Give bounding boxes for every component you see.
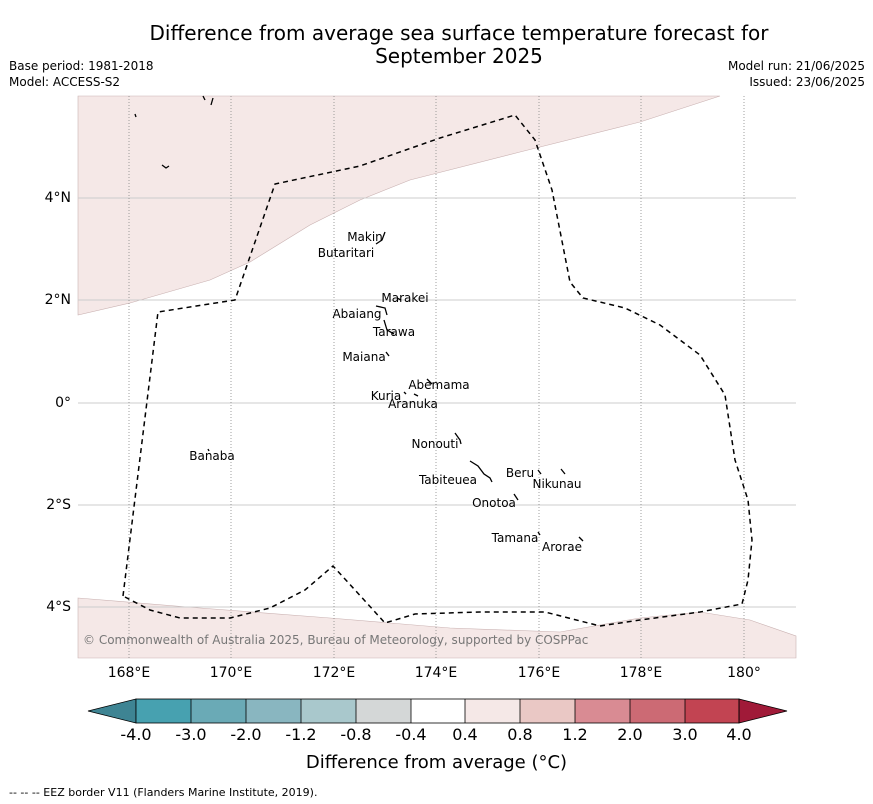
- map-title: Difference from average sea surface temp…: [100, 22, 818, 68]
- island-label-butaritari: Butaritari: [317, 246, 375, 260]
- island-label-banaba: Banaba: [189, 449, 235, 463]
- lon-label-168e: 168°E: [107, 665, 151, 681]
- island-label-tarawa: Tarawa: [372, 325, 416, 339]
- lat-label-4s: 4°S: [46, 599, 71, 615]
- base-period: Base period: 1981-2018: [9, 59, 154, 73]
- colorbar-tick-5: -0.8: [340, 725, 372, 744]
- island-label-abaiang: Abaiang: [332, 307, 382, 321]
- lon-label-174e: 174°E: [414, 665, 458, 681]
- colorbar-tick-11: 3.0: [672, 725, 698, 744]
- island-label-aranuka: Aranuka: [388, 397, 438, 411]
- colorbar-tick-9: 1.2: [562, 725, 588, 744]
- colorbar-segment-9: [575, 699, 630, 723]
- island-label-arorae: Arorae: [542, 540, 582, 554]
- colorbar-segment-3: [246, 699, 301, 723]
- colorbar-tick-4: -1.2: [285, 725, 317, 744]
- island-label-abemama: Abemama: [408, 378, 470, 392]
- model-info: Base period: 1981-2018 Model: ACCESS-S2: [9, 58, 154, 90]
- colorbar-segment-5: [356, 699, 411, 723]
- colorbar-tick-2: -3.0: [175, 725, 207, 744]
- map-title-line-2: September 2025: [375, 44, 543, 68]
- colorbar-label-text: Difference from average (: [305, 752, 539, 773]
- colorbar-segment-7: [465, 699, 520, 723]
- colorbar: [87, 698, 788, 724]
- island-label-beru: Beru: [505, 466, 535, 480]
- colorbar-label-end: ): [560, 752, 568, 773]
- colorbar-low-extension: [87, 698, 137, 724]
- colorbar-tick-3: -2.0: [230, 725, 262, 744]
- map-title-line-1: Difference from average sea surface temp…: [149, 21, 769, 45]
- issued-date: Issued: 23/06/2025: [749, 75, 865, 89]
- colorbar-segment-10: [630, 699, 685, 723]
- run-info: Model run: 21/06/2025 Issued: 23/06/2025: [728, 58, 865, 90]
- colorbar-segment-6: [411, 699, 465, 723]
- lon-label-176e: 176°E: [517, 665, 561, 681]
- island-label-onotoa: Onotoa: [472, 496, 516, 510]
- colorbar-high-extension: [738, 698, 788, 724]
- colorbar-tick-12: 4.0: [726, 725, 752, 744]
- model-run-date: Model run: 21/06/2025: [727, 59, 865, 73]
- island-label-maiana: Maiana: [342, 350, 386, 364]
- island-label-tabiteuea: Tabiteuea: [418, 473, 478, 487]
- island-label-kuria: Kuria: [370, 389, 402, 403]
- lon-label-172e: 172°E: [312, 665, 356, 681]
- colorbar-label-unit: °C: [538, 752, 561, 773]
- colorbar-tick-1: -4.0: [120, 725, 152, 744]
- copyright-notice: © Commonwealth of Australia 2025, Bureau…: [83, 633, 589, 647]
- lat-label-2s: 2°S: [46, 497, 71, 513]
- colorbar-tick-8: 0.8: [507, 725, 533, 744]
- colorbar-tick-7: 0.4: [452, 725, 478, 744]
- colorbar-segment-11: [685, 699, 739, 723]
- eez-border: [122, 114, 753, 627]
- colorbar-segment-1: [136, 699, 191, 723]
- warm-anomaly-region-north: [77, 95, 721, 316]
- island-label-makin: Makin: [347, 230, 383, 244]
- lat-label-0: 0°: [55, 395, 71, 411]
- island-label-marakei: Marakei: [381, 291, 429, 305]
- lat-label-4n: 4°N: [44, 190, 71, 206]
- island-outlines: [134, 95, 584, 542]
- lon-label-170e: 170°E: [209, 665, 253, 681]
- lon-label-180: 180°: [727, 665, 761, 681]
- colorbar-segment-8: [520, 699, 575, 723]
- colorbar-label: Difference from average (°C): [0, 752, 873, 773]
- island-label-nikunau: Nikunau: [532, 477, 582, 491]
- lat-label-2n: 2°N: [44, 292, 71, 308]
- warm-anomaly-region-south: [77, 597, 797, 659]
- colorbar-tick-10: 2.0: [617, 725, 643, 744]
- colorbar-segment-2: [191, 699, 246, 723]
- colorbar-tick-6: -0.4: [395, 725, 427, 744]
- longitude-gridlines: [128, 96, 745, 658]
- eez-legend-footnote: -- -- -- EEZ border V11 (Flanders Marine…: [9, 786, 318, 799]
- latitude-gridlines: [78, 197, 796, 608]
- lon-label-178e: 178°E: [619, 665, 663, 681]
- island-label-nonouti: Nonouti: [411, 437, 459, 451]
- model-name: Model: ACCESS-S2: [9, 75, 121, 89]
- island-label-tamana: Tamana: [491, 531, 539, 545]
- colorbar-segment-4: [301, 699, 356, 723]
